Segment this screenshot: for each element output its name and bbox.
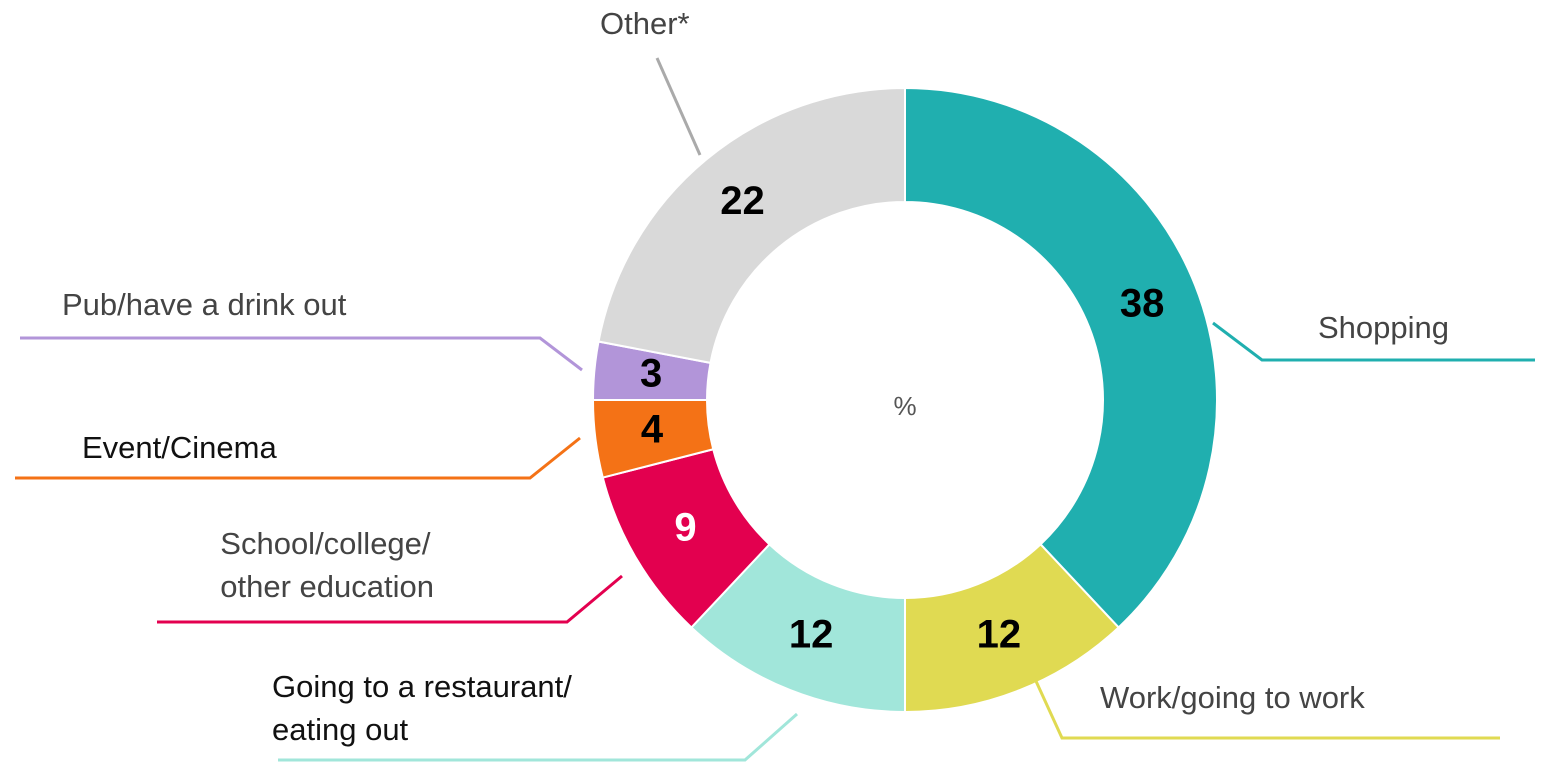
value-label: 3 <box>640 352 662 396</box>
donut-segment <box>905 88 1217 627</box>
value-label: 9 <box>674 505 696 549</box>
leader-line <box>657 58 700 155</box>
leader-line <box>20 338 582 370</box>
chart: 38 12 12 9 4 3 22% <box>0 0 1547 765</box>
center-label: % <box>893 391 916 421</box>
category-label: Shopping <box>1318 306 1449 349</box>
category-label: School/college/ other education <box>220 522 434 608</box>
category-label: Work/going to work <box>1100 676 1365 719</box>
page: {"chart_data": {"type": "donut", "center… <box>0 0 1547 765</box>
category-label: Pub/have a drink out <box>62 283 346 326</box>
value-label: 22 <box>720 179 765 223</box>
category-label: Other* <box>600 2 690 45</box>
value-label: 12 <box>977 613 1022 657</box>
value-label: 4 <box>641 408 664 452</box>
donut-segment <box>599 88 905 363</box>
value-label: 12 <box>789 613 834 657</box>
category-label: Going to a restaurant/ eating out <box>272 665 572 751</box>
value-label: 38 <box>1120 282 1165 326</box>
category-label: Event/Cinema <box>82 426 277 469</box>
